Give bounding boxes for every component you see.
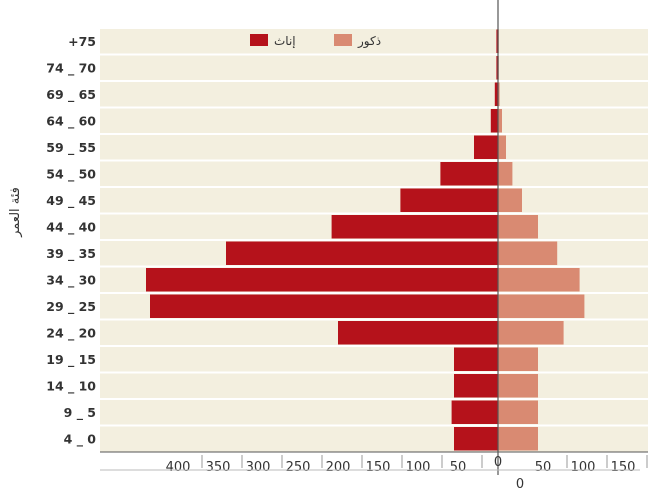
x-axis-ticks: 400 350 300 250 200 150 100 50 0 50 100 150 [166,455,648,475]
bar-males [498,109,502,133]
bar-males [498,188,522,212]
age-group-label: 9 _ 5 [64,405,96,421]
legend-swatch-males [334,34,352,46]
legend-swatch-females [250,34,268,46]
bar-females [490,109,498,133]
x-zero-label-below: 0 [516,477,524,490]
bar-males [498,374,538,398]
age-group-labels: 4 _ 0 9 _ 5 14 _ 10 19 _ 15 24 _ 20 29 _ 25 34… [46,34,96,448]
age-group-label: 29 _ 25 [46,299,96,315]
x-tick-label: 100 [406,460,431,475]
age-group-label: 24 _ 20 [46,325,96,341]
bar-females [440,162,498,186]
y-axis-label: فئة العمر [8,187,23,238]
age-group-label: 39 _ 35 [46,246,96,262]
bar-males [498,268,580,292]
legend-label-females: إناث [274,34,296,48]
bar-males [498,294,585,318]
bar-females [474,135,498,159]
x-tick-label: 100 [571,460,596,475]
x-tick-label: 50 [450,460,467,475]
bar-females [331,215,498,239]
bar-females [146,268,498,292]
bar-females [454,347,498,371]
bar-females [226,241,498,265]
x-tick-label: 150 [366,460,391,475]
age-group-label: 14 _ 10 [46,378,96,394]
x-tick-label: 250 [286,460,311,475]
bar-females [454,374,498,398]
bar-males [498,347,538,371]
bar-males [498,400,538,424]
bar-females [496,29,498,53]
x-tick-label: 50 [535,460,552,475]
age-group-label: 19 _ 15 [46,352,96,368]
bar-males [498,82,500,106]
bar-females [400,188,498,212]
age-group-label: 54 _ 50 [46,166,96,182]
age-group-label: 64 _ 60 [46,113,96,129]
bar-males [498,241,558,265]
bar-females [150,294,498,318]
legend: إناث ذكور [250,34,381,49]
x-tick-label: 150 [611,460,636,475]
x-tick-label: 400 [166,460,191,475]
age-group-label: 49 _ 45 [46,193,96,209]
age-group-label: 69 _ 65 [46,87,96,103]
age-group-label: 44 _ 40 [46,219,96,235]
bar-females [338,321,498,345]
age-group-label: +75 [68,34,96,49]
bars-group [146,29,585,451]
age-group-label: 59 _ 55 [46,140,96,156]
legend-label-males: ذكور [357,34,381,49]
x-tick-label: 300 [246,460,271,475]
bar-females [494,82,498,106]
x-tick-label: 200 [326,460,351,475]
bar-males [498,135,506,159]
bar-females [451,400,498,424]
bar-females [496,56,498,80]
age-group-label: 4 _ 0 [64,431,97,447]
bar-males [498,162,513,186]
bar-males [498,427,538,451]
x-tick-label: 0 [494,455,502,470]
bar-males [498,321,564,345]
age-group-label: 74 _ 70 [46,60,96,76]
x-tick-label: 350 [206,460,231,475]
bar-males [498,215,538,239]
age-group-label: 34 _ 30 [46,272,96,288]
bar-females [454,427,498,451]
row-separators [100,27,648,427]
